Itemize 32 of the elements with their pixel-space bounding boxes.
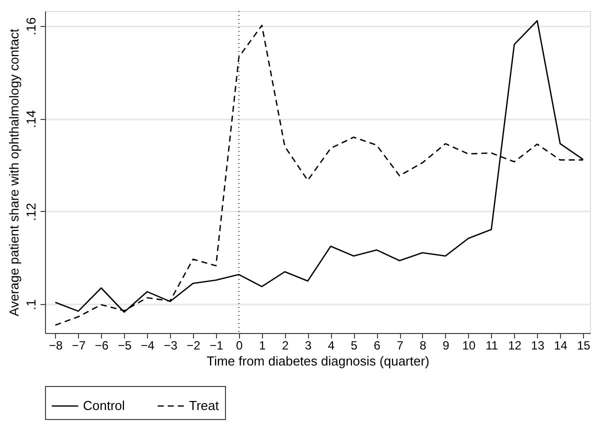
- x-tick-label: 2: [282, 338, 289, 352]
- x-tick-label: −4: [140, 338, 155, 352]
- y-tick-label: .16: [24, 17, 38, 36]
- x-tick-label: −1: [210, 338, 224, 352]
- y-axis-title: Average patient share with ophthalmology contact: [6, 28, 22, 316]
- y-tick-label: .1: [24, 299, 38, 310]
- x-tick-label: 5: [350, 338, 358, 352]
- x-tick-label: 4: [328, 338, 335, 352]
- x-tick-label: 9: [442, 338, 450, 352]
- x-tick-label: 7: [396, 338, 404, 352]
- x-tick-label: 14: [554, 338, 568, 352]
- legend-label: Treat: [189, 398, 220, 413]
- x-tick-label: −8: [48, 338, 63, 352]
- x-tick-label: 8: [420, 338, 427, 352]
- x-tick-label: −2: [186, 338, 201, 352]
- x-tick-label: 13: [531, 338, 545, 352]
- x-tick-label: 1: [259, 338, 266, 352]
- x-tick-label: 0: [236, 338, 244, 352]
- x-tick-label: 6: [374, 338, 381, 352]
- x-tick-label: −3: [164, 338, 178, 352]
- x-axis-title: Time from diabetes diagnosis (quarter): [206, 354, 430, 368]
- x-tick-label: 3: [304, 338, 312, 352]
- x-tick-label: −7: [72, 338, 86, 352]
- x-tick-label: −5: [118, 338, 132, 352]
- y-tick-label: .12: [24, 202, 38, 221]
- x-tick-label: 11: [486, 338, 498, 352]
- x-tick-label: 10: [462, 338, 476, 352]
- x-tick-label: 15: [576, 338, 591, 352]
- x-tick-label: 12: [508, 338, 522, 352]
- x-tick-label: −6: [94, 338, 109, 352]
- y-tick-label: .14: [24, 110, 38, 128]
- legend-label: Control: [83, 398, 126, 413]
